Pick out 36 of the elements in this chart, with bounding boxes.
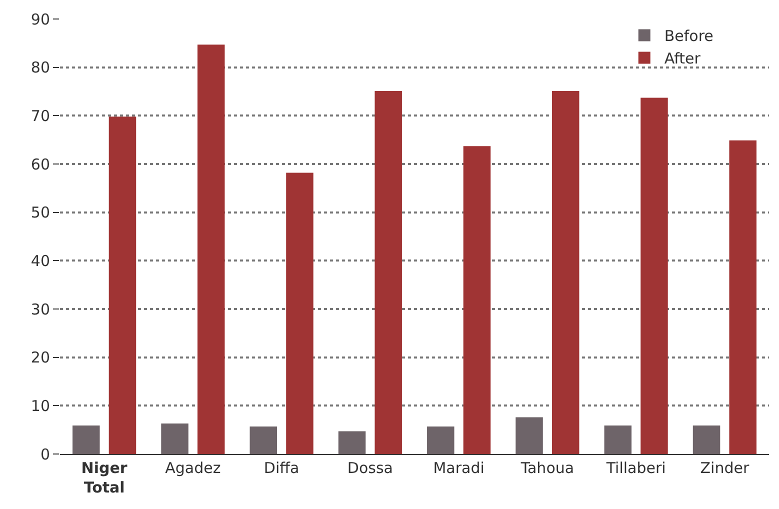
bar <box>604 425 632 454</box>
legend-label: Before <box>664 27 714 46</box>
bar <box>552 91 580 454</box>
x-tick-label: Dossa <box>347 459 393 477</box>
bar <box>72 425 100 454</box>
x-tick-label: Agadez <box>165 459 221 477</box>
y-tick-label: 70 <box>30 106 50 125</box>
bar <box>374 91 402 454</box>
legend-label: After <box>664 50 702 68</box>
y-tick-label: 90 <box>30 10 50 28</box>
bar <box>338 431 366 454</box>
bar <box>427 426 454 454</box>
x-tick-label: Diffa <box>264 459 300 477</box>
y-tick-label: 0 <box>40 445 50 464</box>
bar <box>250 426 278 454</box>
y-tick-label: 60 <box>30 155 50 174</box>
y-tick-label: 50 <box>30 204 50 222</box>
x-tick-label: Zinder <box>700 459 750 477</box>
x-tick-label: Tillaberi <box>605 459 666 477</box>
x-tick-label: Tahoua <box>520 459 574 477</box>
x-tick-label: Maradi <box>433 459 484 477</box>
bar <box>286 172 314 454</box>
x-tick-label: Niger Total <box>81 459 128 496</box>
y-tick-label: 40 <box>30 252 50 270</box>
y-tick-label: 30 <box>30 300 50 318</box>
bar <box>108 116 136 454</box>
y-tick-label: 80 <box>30 58 50 77</box>
bar <box>463 146 491 454</box>
y-tick-label: 20 <box>30 348 50 367</box>
bar <box>197 44 225 454</box>
bar <box>516 417 543 454</box>
bar <box>161 424 188 454</box>
bar <box>692 425 720 454</box>
bar <box>729 140 756 454</box>
bar <box>640 98 668 454</box>
y-tick-label: 10 <box>30 396 50 415</box>
